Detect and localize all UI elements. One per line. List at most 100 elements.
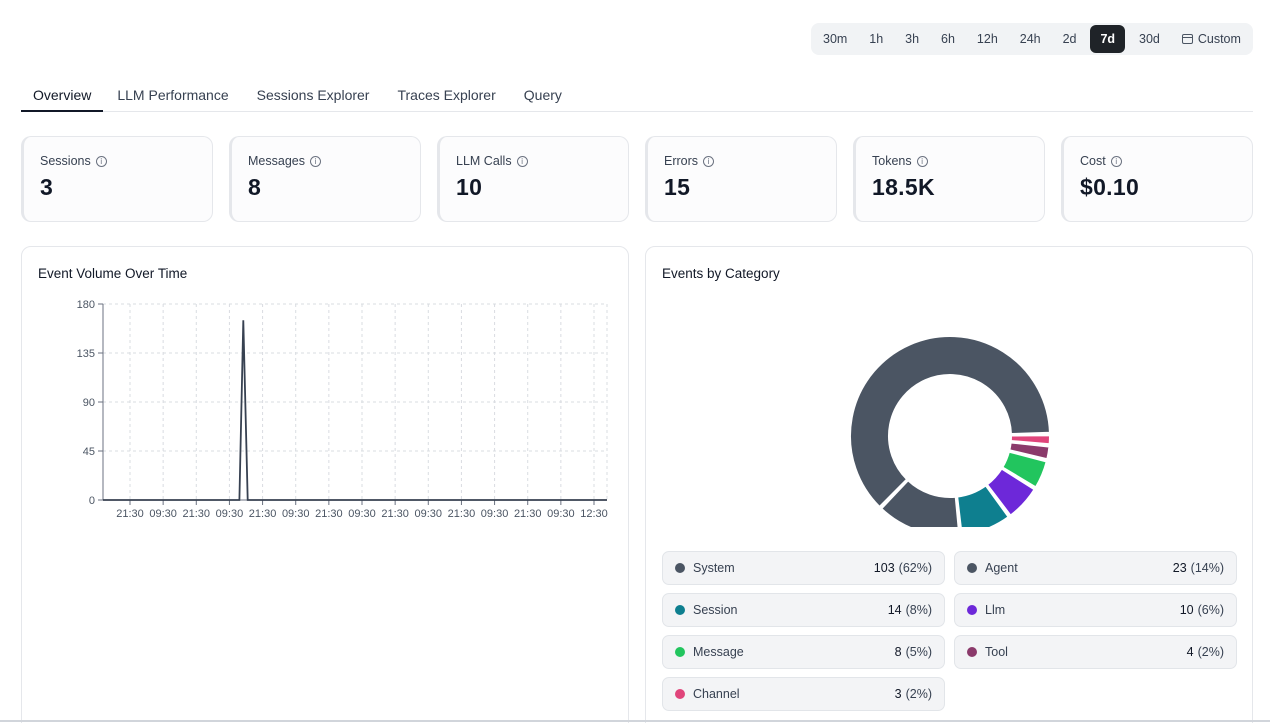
time-range-2d[interactable]: 2d — [1055, 25, 1085, 53]
time-range-label: 24h — [1019, 32, 1041, 46]
legend-label: Tool — [985, 645, 1008, 659]
donut-slice-session — [956, 484, 1011, 527]
stat-card-sessions: Sessions i 3 — [21, 136, 213, 222]
event-volume-title: Event Volume Over Time — [38, 266, 188, 281]
events-by-category-panel: Events by Category System 103 (62%) Agent 23… — [645, 246, 1253, 723]
time-range-label: 2d — [1062, 32, 1077, 46]
time-range-7d[interactable]: 7d — [1090, 25, 1126, 53]
time-range-6h[interactable]: 6h — [933, 25, 963, 53]
stat-label: Errors i — [664, 154, 836, 168]
stat-card-tokens: Tokens i 18.5K — [853, 136, 1045, 222]
legend-label: Llm — [985, 603, 1006, 617]
info-icon[interactable]: i — [309, 155, 321, 167]
legend-dot — [967, 605, 977, 615]
tab-llm-performance[interactable]: LLM Performance — [117, 87, 229, 103]
tab-sessions-explorer[interactable]: Sessions Explorer — [256, 87, 370, 103]
time-range-label: 6h — [941, 32, 955, 46]
time-range-30d[interactable]: 30d — [1131, 25, 1168, 53]
stat-label: LLM Calls i — [456, 154, 628, 168]
divider — [0, 720, 1270, 722]
legend-percent: (62%) — [898, 561, 932, 575]
info-icon[interactable]: i — [1110, 155, 1122, 167]
legend-percent: (2%) — [905, 687, 932, 701]
x-tick-label: 09:30 — [348, 508, 376, 520]
legend-dot — [967, 647, 977, 657]
x-tick-label: 21:30 — [183, 508, 211, 520]
legend-item-tool[interactable]: Tool 4 (2%) — [954, 635, 1237, 669]
time-range-30m[interactable]: 30m — [815, 25, 855, 53]
donut-slice-agent — [879, 478, 960, 527]
stat-card-errors: Errors i 15 — [645, 136, 837, 222]
stat-label-text: Tokens — [872, 154, 912, 168]
legend-percent: (2%) — [1197, 645, 1224, 659]
time-range-label: 30d — [1139, 32, 1160, 46]
time-range-label: 1h — [869, 32, 884, 46]
donut-slice-system — [849, 335, 1051, 509]
legend-label: System — [693, 561, 735, 575]
time-range-label: 12h — [976, 32, 998, 46]
stat-label-text: LLM Calls — [456, 154, 512, 168]
legend-item-llm[interactable]: Llm 10 (6%) — [954, 593, 1237, 627]
legend-item-session[interactable]: Session 14 (8%) — [662, 593, 945, 627]
time-range-1h[interactable]: 1h — [861, 25, 891, 53]
tab-query[interactable]: Query — [523, 87, 562, 103]
x-tick-label: 21:30 — [249, 508, 277, 520]
x-tick-label: 21:30 — [448, 508, 476, 520]
stat-label-text: Errors — [664, 154, 699, 168]
time-range-24h[interactable]: 24h — [1012, 25, 1049, 53]
legend-percent: (5%) — [905, 645, 932, 659]
stat-value: 10 — [456, 174, 483, 200]
x-tick-label: 09:30 — [481, 508, 509, 520]
x-tick-label: 21:30 — [514, 508, 542, 520]
legend-item-system[interactable]: System 103 (62%) — [662, 551, 945, 585]
info-icon[interactable]: i — [916, 155, 928, 167]
legend-dot — [675, 605, 685, 615]
stat-label: Messages i — [248, 154, 420, 168]
legend-item-message[interactable]: Message 8 (5%) — [662, 635, 945, 669]
stat-label-text: Cost — [1080, 154, 1106, 168]
time-range-3h[interactable]: 3h — [897, 25, 927, 53]
x-tick-label: 09:30 — [216, 508, 244, 520]
donut-slice-channel — [1009, 434, 1051, 446]
legend-label: Message — [693, 645, 744, 659]
x-tick-label: 21:30 — [381, 508, 409, 520]
stat-label-text: Messages — [248, 154, 305, 168]
stat-value: $0.10 — [1080, 174, 1140, 200]
time-range-label: Custom — [1197, 32, 1241, 46]
x-tick-label: 09:30 — [547, 508, 575, 520]
info-icon[interactable]: i — [95, 155, 107, 167]
x-tick-label: 21:30 — [315, 508, 343, 520]
tab-traces-explorer[interactable]: Traces Explorer — [397, 87, 496, 103]
series-line — [103, 320, 607, 501]
tab-bar: Overview LLM Performance Sessions Explorer… — [21, 80, 1253, 112]
time-range-custom[interactable]: Custom — [1174, 25, 1249, 53]
event-volume-panel: Event Volume Over Time 0 45 90 135 180 21:30 0… — [21, 246, 629, 723]
x-tick-label: 09:30 — [149, 508, 177, 520]
time-range-selector: 30m 1h 3h 6h 12h 24h 2d 7d 30d Custom — [811, 23, 1253, 55]
legend-count: 23 — [1172, 561, 1187, 575]
time-range-label: 30m — [823, 32, 848, 46]
legend-item-channel[interactable]: Channel 3 (2%) — [662, 677, 945, 711]
legend-count: 3 — [894, 687, 902, 701]
time-range-label: 3h — [905, 32, 920, 46]
legend-count: 103 — [873, 561, 895, 575]
legend-count: 8 — [894, 645, 902, 659]
legend-label: Channel — [693, 687, 740, 701]
stat-card-cost: Cost i $0.10 — [1061, 136, 1253, 222]
info-icon[interactable]: i — [516, 155, 528, 167]
donut-slice-message — [1000, 450, 1048, 489]
info-icon[interactable]: i — [703, 155, 715, 167]
stats-row: Sessions i 3 Messages i 8 LLM Calls i 10 Errors i 1… — [21, 136, 1253, 222]
event-volume-chart: 0 45 90 135 180 21:30 09:30 21:30 09:30 21:30 09:3… — [77, 299, 608, 520]
y-tick-label: 45 — [83, 446, 95, 458]
legend-item-agent[interactable]: Agent 23 (14%) — [954, 551, 1237, 585]
stat-value: 3 — [40, 174, 54, 200]
tab-overview[interactable]: Overview — [21, 80, 104, 112]
x-tick-label: 21:30 — [116, 508, 144, 520]
stat-label: Cost i — [1080, 154, 1252, 168]
y-tick-label: 135 — [77, 348, 95, 360]
donut-slice-llm — [985, 467, 1036, 517]
time-range-12h[interactable]: 12h — [969, 25, 1006, 53]
stat-label: Tokens i — [872, 154, 1044, 168]
donut-slice-tool — [1008, 441, 1051, 461]
